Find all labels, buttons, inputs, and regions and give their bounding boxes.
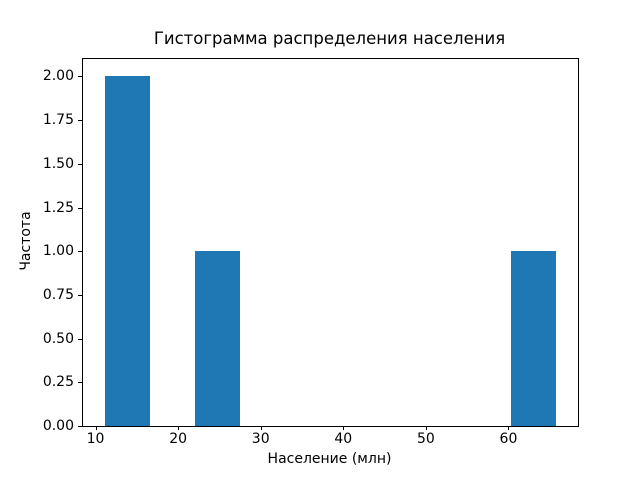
y-tick	[78, 426, 82, 427]
x-axis-label: Население (млн)	[267, 451, 392, 467]
x-tick	[508, 426, 510, 430]
y-tick-label: 0.00	[42, 418, 74, 434]
x-tick-label: 10	[86, 431, 105, 447]
y-tick	[78, 207, 82, 209]
x-tick-label: 20	[169, 431, 188, 447]
histogram-bar	[195, 251, 241, 426]
x-tick-label: 30	[251, 431, 270, 447]
y-tick-label: 1.75	[42, 112, 74, 129]
y-tick-label: 1.50	[42, 155, 74, 172]
y-tick-label: 1.00	[42, 243, 74, 260]
y-tick	[78, 120, 82, 122]
y-tick-label: 1.25	[42, 199, 74, 216]
y-tick-label: 0.25	[42, 374, 74, 391]
y-tick-label: 0.50	[42, 330, 74, 347]
x-tick	[425, 426, 427, 430]
y-tick-label: 0.75	[42, 286, 74, 303]
x-tick	[178, 426, 180, 430]
x-tick	[95, 426, 97, 430]
x-tick	[260, 426, 262, 430]
x-tick-label: 40	[334, 431, 353, 447]
chart-title: Гистограмма распределения населения	[153, 29, 506, 48]
y-tick	[78, 382, 82, 384]
y-tick-label: 2.00	[42, 68, 74, 85]
y-tick	[78, 251, 82, 253]
y-axis-label: Частота	[18, 211, 34, 271]
histogram-bar	[105, 76, 151, 426]
y-tick	[78, 294, 82, 296]
y-tick	[78, 76, 82, 78]
x-tick	[343, 426, 345, 430]
y-tick	[78, 163, 82, 165]
histogram-bar	[510, 251, 556, 426]
x-tick-label: 60	[499, 431, 518, 447]
plot-area: 10 20 30 40 50 60 0.00 0.25 0.50 0.75 1.00 1.25 1.50…	[43, 58, 579, 447]
x-tick-label: 50	[416, 431, 435, 447]
y-tick	[78, 338, 82, 340]
